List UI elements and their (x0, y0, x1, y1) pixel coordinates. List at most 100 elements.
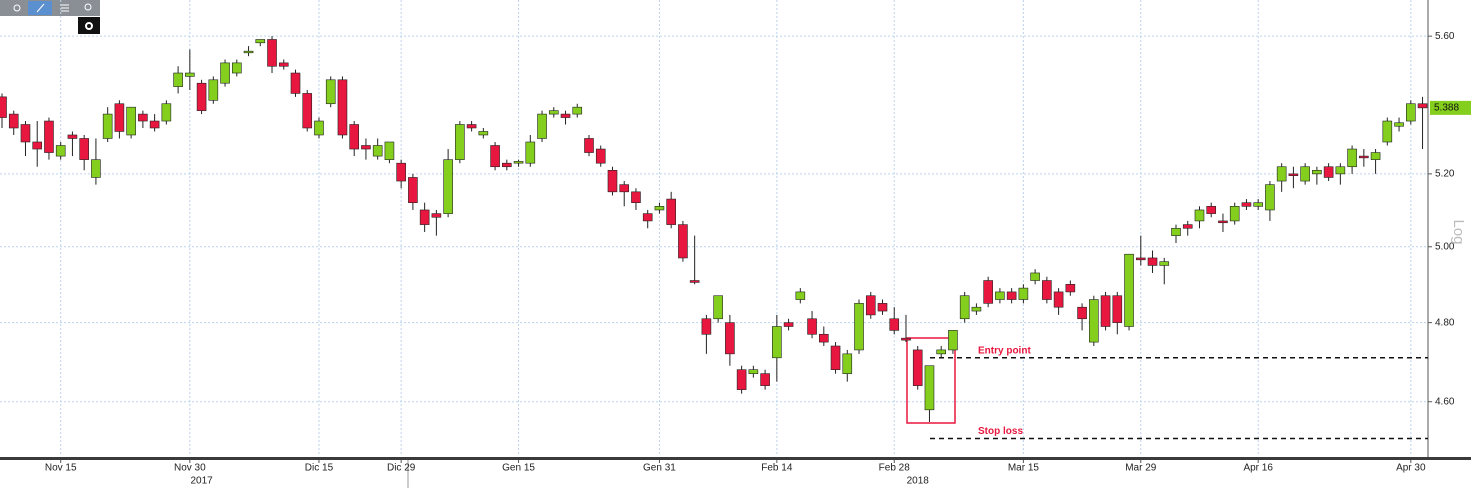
candle-body (818, 333, 829, 343)
y-tick-label: 5.00 (1435, 241, 1455, 252)
candle-body (971, 306, 982, 312)
candle-body (243, 50, 254, 54)
candle-body (1194, 209, 1205, 222)
candle-body (924, 365, 935, 411)
tool-settings[interactable] (78, 17, 100, 34)
candle-body (807, 318, 817, 335)
x-tick-label: Feb 28 (879, 463, 911, 474)
candle-body (349, 124, 360, 150)
last-price-label: 5.388 (1434, 103, 1459, 114)
candle-body (795, 291, 806, 300)
highlight-box (906, 337, 956, 424)
candle-body (1300, 166, 1310, 182)
candle-body (912, 349, 923, 386)
candle-body (1406, 103, 1416, 122)
x-tick-label: Dic 15 (305, 463, 334, 474)
candle-body (1112, 295, 1123, 323)
candle-body (478, 131, 489, 136)
y-tick-label: 4.60 (1435, 396, 1455, 407)
candle-body (865, 295, 876, 316)
candle-body (67, 134, 78, 139)
candle-body (1265, 184, 1275, 211)
candle-body (595, 148, 606, 164)
y-tick-label: 4.80 (1435, 317, 1455, 328)
candle-body (889, 318, 900, 331)
candle-body (1206, 206, 1217, 214)
candle-body (1089, 299, 1099, 343)
candle-body (1417, 103, 1428, 109)
candle-body (1030, 272, 1040, 281)
y-axis-title: Log (1450, 219, 1467, 244)
year-label: 2017 (190, 476, 213, 487)
candle-body (1335, 166, 1346, 175)
candle-body (701, 318, 712, 335)
candle-body (901, 337, 911, 341)
candle-body (548, 110, 559, 115)
candle-body (1347, 148, 1357, 168)
candle-body (1288, 173, 1299, 176)
tool-draw[interactable] (36, 3, 45, 13)
candle-body (138, 113, 148, 122)
x-tick-label: Mar 15 (1008, 463, 1040, 474)
candle-body (1171, 227, 1181, 236)
candle-body (419, 209, 430, 225)
candle-body (220, 62, 230, 84)
candle-body (255, 39, 266, 44)
candle-body (642, 213, 653, 222)
candle-body (842, 353, 853, 374)
toolbar[interactable] (0, 0, 100, 34)
candle-body (1312, 170, 1322, 175)
x-tick-label: Mar 29 (1125, 463, 1157, 474)
candle-body (854, 303, 864, 351)
candle-body (1241, 202, 1252, 207)
tool-zoom[interactable] (84, 3, 92, 11)
candle-body (830, 345, 841, 370)
x-tick-label: Gen 31 (643, 463, 676, 474)
x-tick-label: Apr 16 (1243, 463, 1273, 474)
candle-body (1229, 206, 1240, 222)
candle-body (513, 161, 524, 164)
tool-settings-icon (85, 22, 93, 30)
annotation-text: Entry point (978, 345, 1031, 356)
candle-body (1124, 253, 1134, 327)
year-label: 2018 (907, 476, 930, 487)
candle-body (32, 141, 43, 150)
candle-body (959, 295, 970, 320)
candle-body (173, 72, 183, 87)
candle-body (314, 120, 324, 136)
candle-body (337, 79, 348, 136)
candle-body (466, 124, 477, 129)
candle-body (278, 62, 289, 67)
candle-body (877, 303, 888, 312)
candle-body (161, 103, 172, 122)
tool-crosshair[interactable] (13, 4, 21, 12)
candle-body (560, 113, 571, 118)
candle-body (1182, 224, 1193, 229)
candle-body (443, 159, 453, 214)
candle-body (1253, 202, 1263, 207)
candle-body (995, 291, 1005, 300)
candle-body (8, 113, 19, 129)
candle-body (772, 326, 782, 359)
candle-body (431, 213, 442, 218)
candle-body (102, 113, 113, 139)
candle-body (537, 113, 547, 139)
candle-body (983, 280, 993, 304)
candle-body (1077, 306, 1087, 320)
candle-body (1323, 166, 1334, 178)
candle-body (208, 79, 219, 101)
candle-body (1147, 257, 1158, 266)
last-price-box (1430, 100, 1471, 115)
candle-body (689, 280, 700, 283)
candle-body (0, 96, 7, 118)
candle-body (267, 39, 277, 67)
candle-body (196, 82, 207, 111)
y-tick-label: 5.20 (1435, 169, 1455, 180)
x-tick-label: Dic 29 (387, 463, 416, 474)
candle-body (396, 162, 406, 182)
candle-body (55, 145, 66, 157)
candle-body (572, 106, 583, 115)
candle-body (1100, 295, 1111, 327)
